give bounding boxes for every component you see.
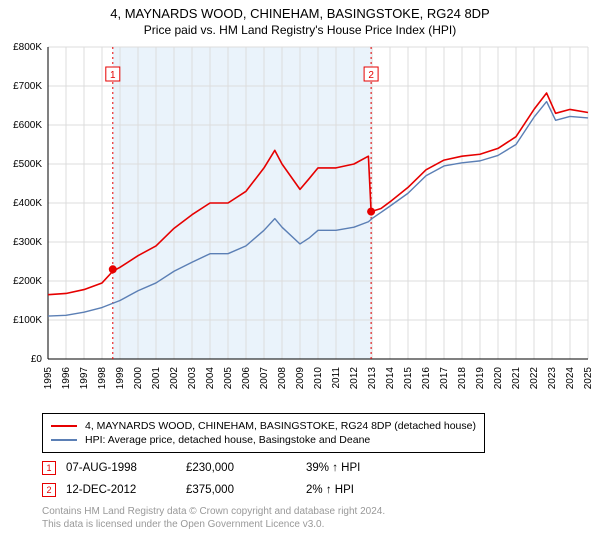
svg-text:£300K: £300K — [13, 237, 42, 248]
legend-label-property: 4, MAYNARDS WOOD, CHINEHAM, BASINGSTOKE,… — [85, 420, 476, 432]
sale-price: £230,000 — [186, 462, 306, 474]
svg-text:2002: 2002 — [169, 367, 180, 390]
svg-text:£800K: £800K — [13, 42, 42, 53]
svg-text:2024: 2024 — [565, 367, 576, 390]
svg-text:2012: 2012 — [349, 367, 360, 390]
svg-text:2016: 2016 — [421, 367, 432, 390]
svg-text:2008: 2008 — [277, 367, 288, 390]
svg-text:£700K: £700K — [13, 81, 42, 92]
svg-text:£100K: £100K — [13, 315, 42, 326]
legend-swatch-property — [51, 425, 77, 427]
sale-row: 2 12-DEC-2012£375,0002% ↑ HPI — [42, 483, 570, 497]
sale-price: £375,000 — [186, 484, 306, 496]
chart-title-l1: 4, MAYNARDS WOOD, CHINEHAM, BASINGSTOKE,… — [0, 6, 600, 21]
svg-text:2014: 2014 — [385, 367, 396, 390]
svg-text:2003: 2003 — [187, 367, 198, 390]
svg-text:2013: 2013 — [367, 367, 378, 390]
price-chart: £0 £100K £200K £300K £400K £500K £600K £700K £80… — [0, 37, 600, 407]
svg-text:2025: 2025 — [583, 367, 594, 390]
svg-text:£400K: £400K — [13, 198, 42, 209]
svg-text:2017: 2017 — [439, 367, 450, 390]
chart-title-l2: Price paid vs. HM Land Registry's House … — [0, 21, 600, 37]
svg-text:£600K: £600K — [13, 120, 42, 131]
svg-text:2005: 2005 — [223, 367, 234, 390]
svg-text:2015: 2015 — [403, 367, 414, 390]
legend: 4, MAYNARDS WOOD, CHINEHAM, BASINGSTOKE,… — [42, 413, 485, 453]
svg-text:2: 2 — [368, 70, 374, 81]
sale-row: 1 07-AUG-1998£230,00039% ↑ HPI — [42, 461, 570, 475]
svg-text:2007: 2007 — [259, 367, 270, 390]
svg-text:2004: 2004 — [205, 367, 216, 390]
legend-swatch-hpi — [51, 439, 77, 441]
sale-marker-icon: 1 — [42, 461, 56, 475]
svg-text:2019: 2019 — [475, 367, 486, 390]
svg-text:1996: 1996 — [61, 367, 72, 390]
svg-text:2000: 2000 — [133, 367, 144, 390]
license-line-1: Contains HM Land Registry data © Crown c… — [42, 505, 570, 518]
svg-text:1998: 1998 — [97, 367, 108, 390]
svg-text:2023: 2023 — [547, 367, 558, 390]
sale-date: 07-AUG-1998 — [66, 462, 186, 474]
sale-vs-hpi: 2% ↑ HPI — [306, 484, 426, 496]
svg-text:1997: 1997 — [79, 367, 90, 390]
svg-text:2009: 2009 — [295, 367, 306, 390]
svg-text:£0: £0 — [31, 354, 43, 365]
svg-text:2011: 2011 — [331, 367, 342, 389]
svg-text:1995: 1995 — [43, 367, 54, 390]
sale-date: 12-DEC-2012 — [66, 484, 186, 496]
svg-text:1: 1 — [110, 70, 116, 81]
svg-text:£500K: £500K — [13, 159, 42, 170]
svg-text:2021: 2021 — [511, 367, 522, 390]
svg-text:2001: 2001 — [151, 367, 162, 390]
svg-text:£200K: £200K — [13, 276, 42, 287]
svg-text:2022: 2022 — [529, 367, 540, 390]
license-line-2: This data is licensed under the Open Gov… — [42, 518, 570, 531]
sale-marker-icon: 2 — [42, 483, 56, 497]
svg-text:2006: 2006 — [241, 367, 252, 390]
sale-vs-hpi: 39% ↑ HPI — [306, 462, 426, 474]
svg-text:1999: 1999 — [115, 367, 126, 390]
svg-text:2018: 2018 — [457, 367, 468, 390]
legend-label-hpi: HPI: Average price, detached house, Basi… — [85, 434, 370, 446]
svg-text:2020: 2020 — [493, 367, 504, 390]
svg-text:2010: 2010 — [313, 367, 324, 390]
license-text: Contains HM Land Registry data © Crown c… — [42, 505, 570, 531]
